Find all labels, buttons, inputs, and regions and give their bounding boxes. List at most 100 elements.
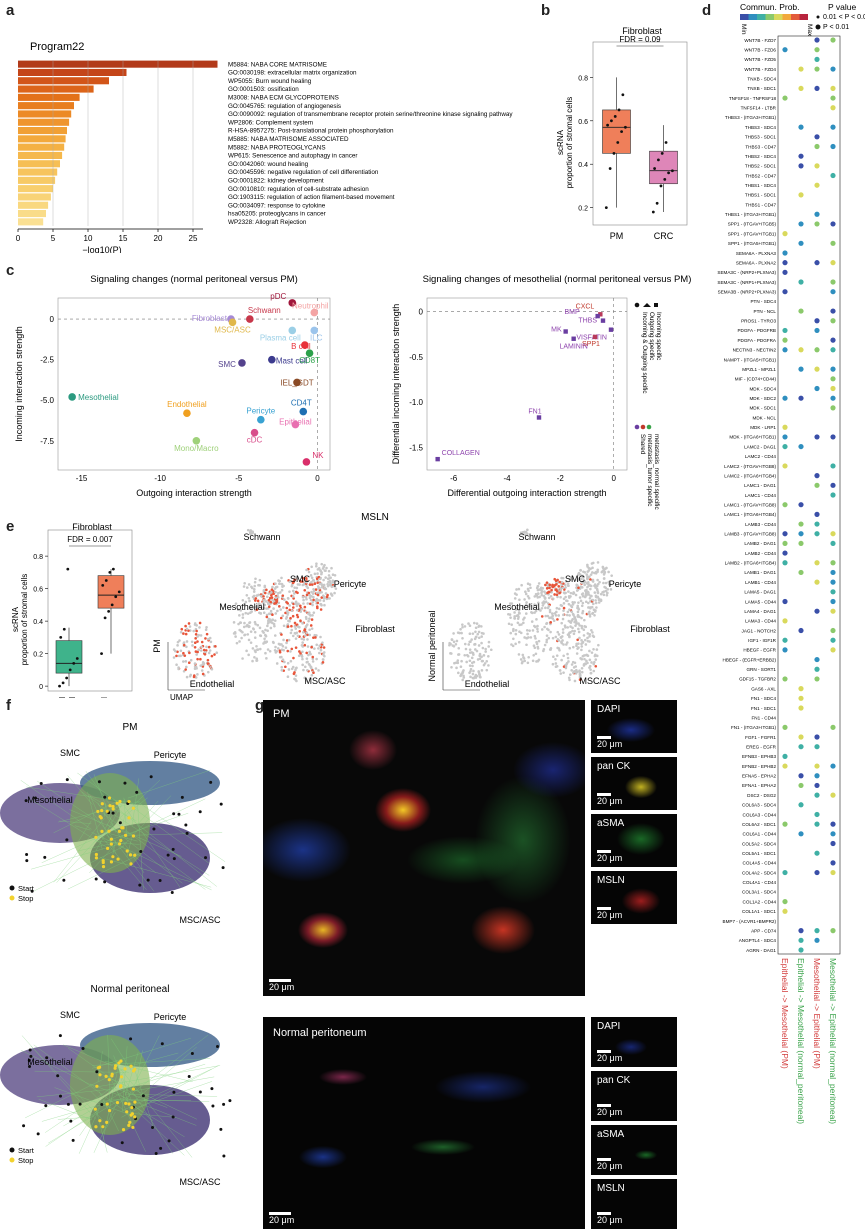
umap-point [536,585,540,588]
umap-point [290,583,294,587]
umap-point [294,602,297,605]
start-point [172,857,176,861]
umap-point [268,596,272,600]
umap-point [570,610,574,614]
dot [782,753,788,759]
umap-point [593,591,597,594]
point-label: MSC/ASC [214,325,251,334]
scatter-point [257,415,265,424]
point-label: SMC [218,360,236,369]
umap-point [561,639,564,642]
chart-title: Program22 [30,41,84,53]
umap-point [324,592,328,595]
dot [814,347,820,353]
umap-point [195,624,198,627]
umap-point [514,642,517,646]
umap-point [518,630,521,634]
trajectory-edge [21,1035,96,1120]
umap-point [547,596,551,600]
row-label: THBS3 - SDC4 [745,125,777,130]
start-point [71,1138,75,1142]
umap-point [557,585,561,588]
umap-point [535,603,538,607]
umap-point [487,645,490,648]
trajectory-edge [137,804,144,891]
umap-point [248,621,251,625]
umap-point [580,581,584,584]
umap-point [517,653,521,656]
umap-point [587,606,590,609]
umap-point [193,622,197,625]
umap-point [534,652,538,656]
umap-point [264,600,268,603]
umap-group-label: Normal peritoneal [427,610,437,681]
umap-point [206,658,210,662]
bar [18,93,80,101]
umap-point [302,668,305,672]
umap-point [266,629,269,633]
point-label: CXCL [576,303,595,310]
umap-point [601,566,605,570]
scatter-point [598,312,603,317]
stop-point [113,1064,118,1068]
umap-point [262,598,266,602]
start-point [211,1104,215,1108]
umap-point [580,624,584,628]
umap-point [289,616,292,620]
umap-point [304,610,308,613]
row-label: MDK - SDC4 [749,386,776,391]
row-label: MDK - NCL [753,415,777,420]
umap-point [594,653,597,657]
trajectory-edge [120,829,182,857]
legend-start-marker [9,1147,15,1153]
umap-point [531,629,535,632]
stop-point [119,1075,124,1079]
stop-point [98,1073,102,1077]
umap-point [581,640,585,644]
umap-point [576,573,580,576]
row-label: COL5A2 - SDC4 [742,841,776,846]
umap-point [311,655,315,659]
umap-point [295,613,299,617]
g-scale-bar [597,850,611,853]
umap-point [581,601,585,605]
trajectory-edge [110,1098,210,1102]
umap-point [596,570,599,574]
umap-point [463,653,467,657]
dot [830,608,836,614]
umap-point [468,640,471,644]
x-category-label: Normal [58,697,67,698]
umap-point [582,654,586,657]
start-point [103,880,107,884]
umap-point [290,609,294,613]
umap-point [258,578,262,582]
row-label: THBS3 - CD47 [745,144,776,149]
umap-point [302,583,306,586]
scatter-point [600,318,606,323]
dot [830,763,836,769]
pvalue-marker [815,24,821,30]
data-point [653,167,656,170]
umap-point [270,594,273,597]
umap-point [265,613,269,617]
umap-point [301,650,304,654]
start-point [154,1151,158,1155]
dot [830,405,836,411]
stop-point [94,856,99,860]
umap-point [562,602,566,605]
point-label: Mono/Macro [174,444,219,453]
dot [830,492,836,498]
stop-point [128,853,133,857]
umap-point [477,630,481,634]
row-label: EFNA5 - EPHA2 [742,774,776,779]
umap-point [523,598,526,601]
umap-cluster-label: Pericyte [334,579,367,589]
umap-point [184,660,188,663]
umap-point [586,639,590,643]
umap-point [522,618,525,621]
umap-point [588,658,592,662]
legend-stop-marker [9,1157,15,1163]
umap-point [572,632,576,636]
dot [814,511,820,517]
umap-point [265,640,269,643]
